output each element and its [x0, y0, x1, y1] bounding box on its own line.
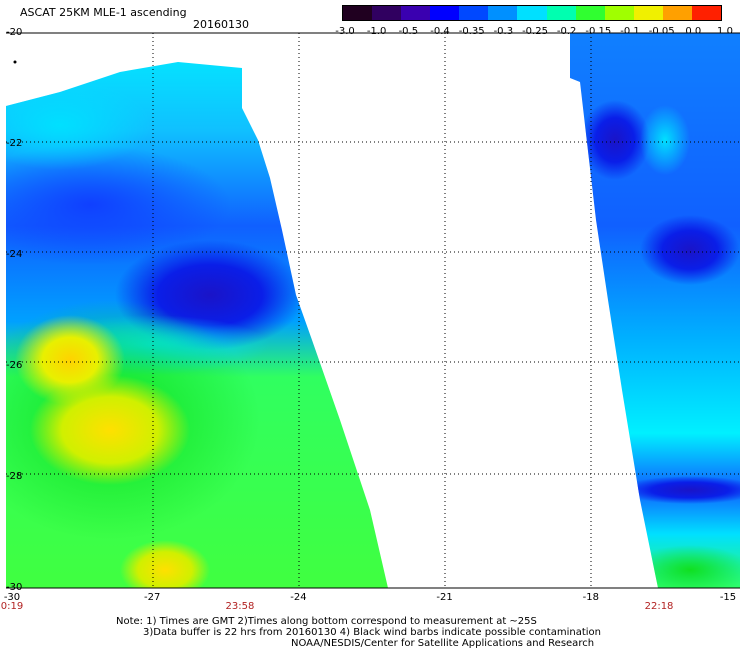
map-date: 20160130: [193, 18, 249, 31]
longitude-tick-label: -30: [3, 592, 21, 603]
color-scale-label: -0.15: [585, 26, 612, 37]
color-scale-label: -0.25: [522, 26, 548, 37]
longitude-tick-label: -15: [719, 592, 737, 603]
color-scale-label: -0.1: [620, 26, 640, 37]
color-scale-segment: [488, 6, 518, 20]
latitude-tick-label: -20: [6, 27, 23, 38]
color-scale-label: 0.0: [685, 26, 702, 37]
color-scale-label: -0.2: [556, 26, 577, 37]
color-scale-label: -0.05: [648, 26, 675, 37]
latitude-tick-label: -24: [6, 249, 23, 260]
pass-time-label: 0:19: [0, 601, 24, 612]
map-title: ASCAT 25KM MLE-1 ascending: [20, 6, 187, 19]
color-scale-label: -0.35: [458, 26, 485, 37]
color-scale-label: 1.0: [717, 26, 733, 37]
note-line-3: NOAA/NESDIS/Center for Satellite Applica…: [291, 638, 595, 649]
color-scale-label: -0.4: [430, 26, 450, 37]
color-scale-labels: -3.0 -1.0 -0.5 -0.4 -0.35 -0.3 -0.25 -0.2 -0.15-…: [327, 26, 740, 38]
color-scale-segment: [343, 6, 373, 20]
color-scale-label: -3.0: [335, 26, 355, 37]
longitude-tick-label: -24: [290, 592, 307, 603]
color-scale-segment: [517, 6, 547, 20]
left-swath: [6, 62, 388, 588]
color-scale-label: -0.3: [493, 26, 514, 37]
color-scale-segment: [633, 6, 663, 20]
latitude-tick-label: -22: [6, 138, 23, 149]
right-swath: [570, 33, 740, 588]
wind-barb-marker: [13, 60, 17, 64]
graticule-grid: [6, 33, 740, 588]
pass-time-label: 22:18: [644, 601, 674, 612]
latitude-tick-label: -26: [6, 360, 23, 371]
color-scale-segment: [662, 6, 692, 20]
color-scale-segment: [401, 6, 431, 20]
color-scale-segment: [604, 6, 634, 20]
color-scale-segment: [575, 6, 605, 20]
note-line-1: Note: 1) Times are GMT 2)Times along bot…: [116, 616, 537, 627]
color-scale-segment: [372, 6, 402, 20]
latitude-tick-label: -28: [6, 471, 23, 482]
color-scale-segment: [691, 6, 722, 20]
longitude-tick-label: -27: [144, 592, 161, 603]
color-scale-segment: [430, 6, 460, 20]
pass-time-label: 23:58: [225, 601, 255, 612]
color-scale-label: -0.5: [398, 26, 419, 37]
longitude-tick-label: -21: [436, 592, 453, 603]
color-scale-segment: [459, 6, 489, 20]
latitude-tick-label: -30: [6, 582, 23, 593]
color-scale-segment: [546, 6, 576, 20]
color-scale-bar: [342, 5, 722, 21]
color-scale-label: -1.0: [366, 26, 387, 37]
longitude-tick-label: -18: [582, 592, 599, 603]
note-line-2: 3)Data buffer is 22 hrs from 20160130 4)…: [143, 627, 601, 638]
